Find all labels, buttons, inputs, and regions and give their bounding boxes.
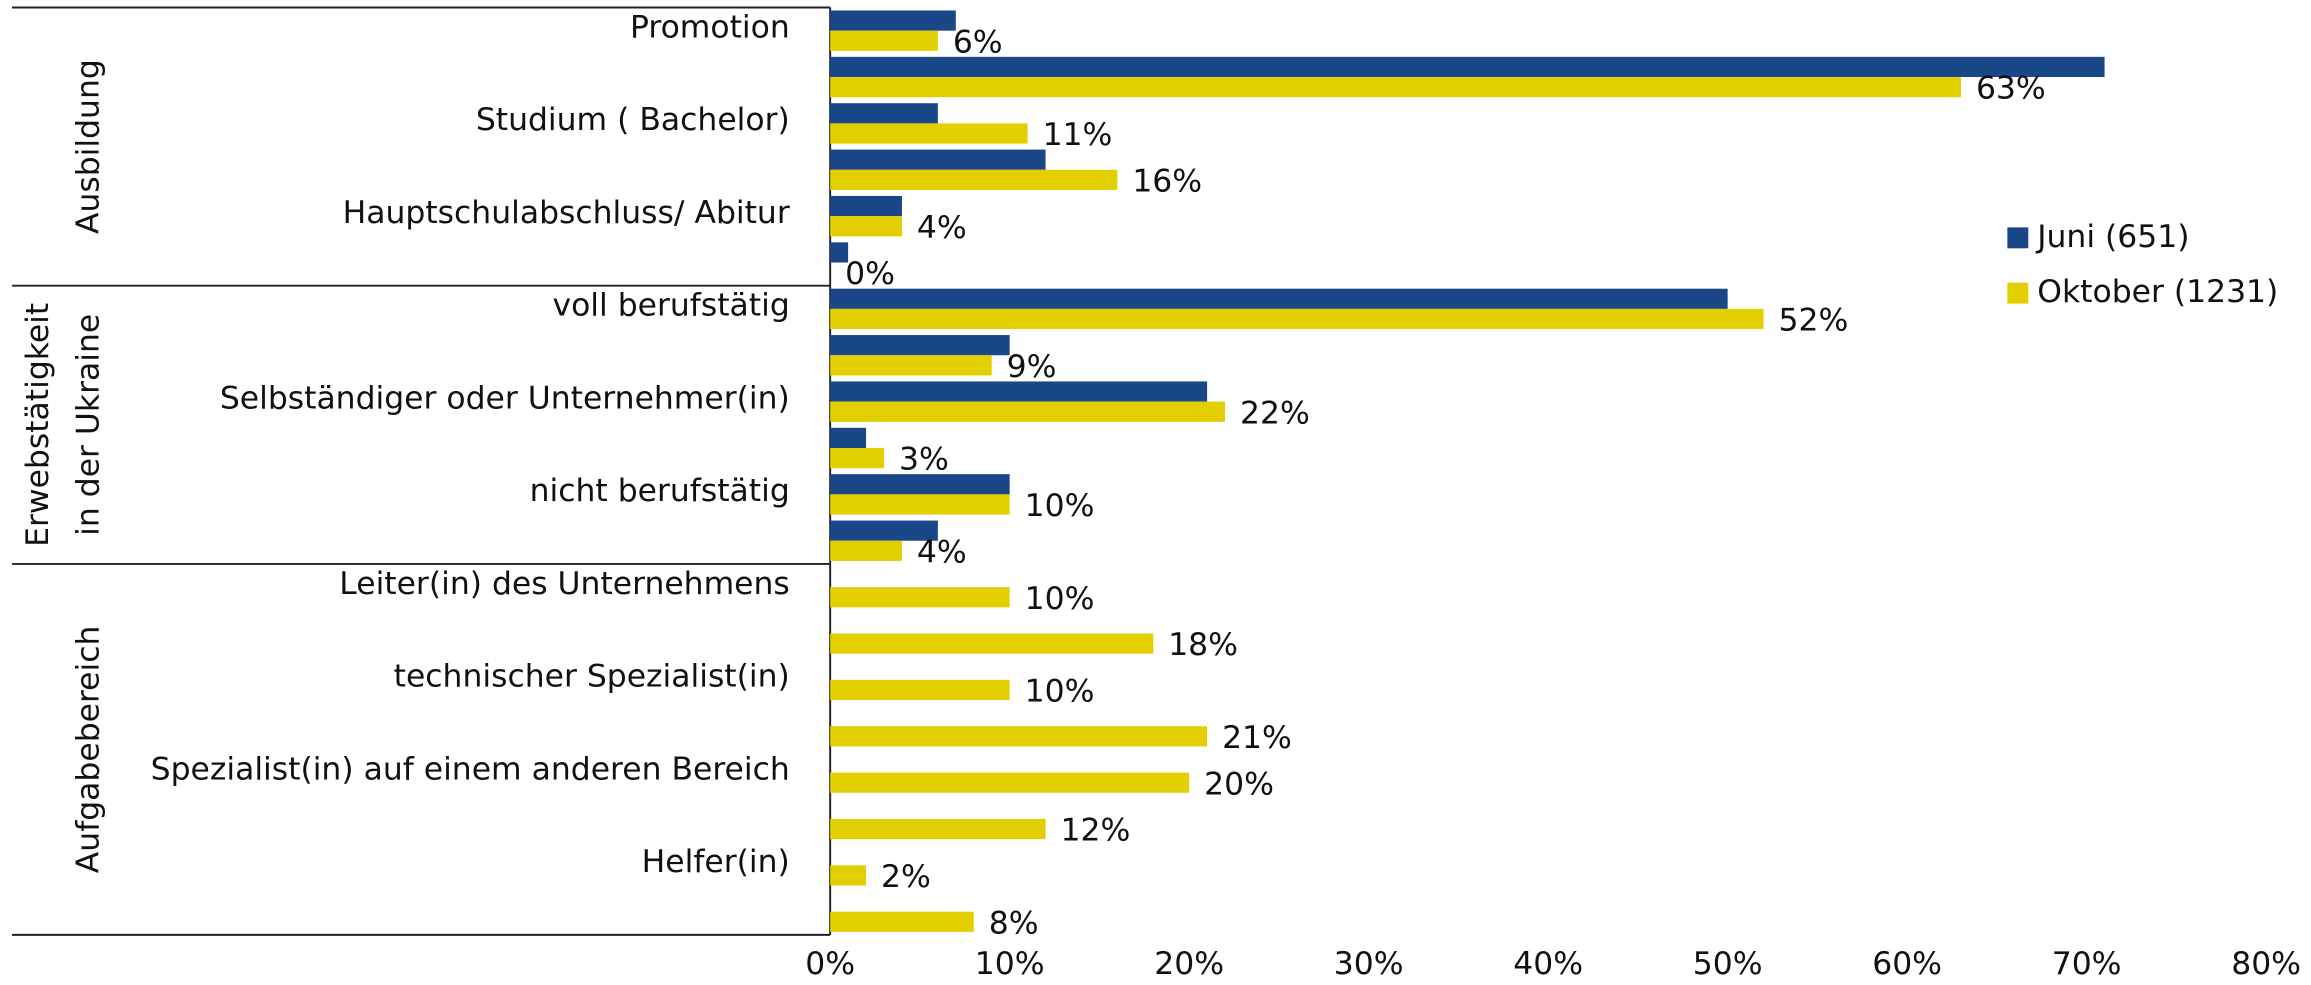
- x-tick-label: 70%: [2052, 946, 2122, 982]
- bar: [830, 520, 938, 541]
- group-label: Erwebstätigkeit: [20, 303, 56, 547]
- value-label: 52%: [1778, 303, 1848, 339]
- bar: [830, 288, 1728, 309]
- bar: [830, 149, 1046, 170]
- value-label: 8%: [989, 905, 1039, 941]
- legend-swatch: [2007, 227, 2029, 249]
- category-label: nicht berufstätig: [530, 473, 790, 509]
- value-label: 12%: [1061, 813, 1131, 849]
- value-label: 22%: [1240, 395, 1310, 431]
- category-label: Promotion: [630, 9, 790, 45]
- value-label: 10%: [1025, 674, 1095, 710]
- x-tick-label: 60%: [1872, 946, 1942, 982]
- bar: [830, 216, 902, 237]
- value-label: 10%: [1025, 488, 1095, 524]
- bar: [830, 401, 1226, 422]
- bar: [830, 474, 1010, 495]
- legend-label: Juni (651): [2035, 219, 2189, 255]
- value-label: 6%: [953, 24, 1003, 60]
- group-label: in der Ukraine: [71, 314, 107, 536]
- x-tick-label: 10%: [975, 946, 1045, 982]
- category-label: Studium ( Bachelor): [476, 102, 790, 138]
- bar: [830, 123, 1028, 144]
- bar: [830, 381, 1208, 402]
- bar: [830, 540, 902, 561]
- bar: [830, 77, 1961, 98]
- bar: [830, 308, 1764, 330]
- x-tick-label: 40%: [1513, 946, 1583, 982]
- bar: [830, 30, 938, 51]
- x-tick-label: 30%: [1334, 946, 1404, 982]
- value-label: 3%: [899, 442, 949, 478]
- legend-label: Oktober (1231): [2037, 274, 2278, 310]
- group-label: Aufgabebereich: [71, 626, 107, 874]
- x-tick-label: 0%: [805, 946, 855, 982]
- value-label: 4%: [917, 210, 967, 246]
- value-label: 9%: [1007, 349, 1057, 385]
- value-label: 16%: [1132, 163, 1202, 199]
- value-label: 0%: [845, 256, 895, 292]
- value-label: 20%: [1204, 766, 1274, 802]
- value-label: 2%: [881, 859, 931, 895]
- x-tick-label: 20%: [1154, 946, 1224, 982]
- bar: [830, 818, 1046, 840]
- bar: [830, 633, 1154, 654]
- category-label: voll berufstätig: [553, 288, 790, 324]
- bar: [830, 494, 1010, 515]
- value-label: 21%: [1222, 720, 1292, 756]
- value-label: 10%: [1025, 581, 1095, 617]
- value-label: 4%: [917, 534, 967, 570]
- value-label: 11%: [1043, 117, 1113, 153]
- group-label: Ausbildung: [71, 59, 107, 234]
- bar: [830, 679, 1010, 701]
- category-label: Spezialist(in) auf einem anderen Bereich: [151, 751, 790, 787]
- bar: [830, 335, 1010, 356]
- bar: [830, 448, 885, 469]
- bar: [830, 10, 956, 31]
- bar: [830, 355, 992, 376]
- bar: [830, 56, 2105, 78]
- bar: [830, 103, 938, 124]
- bar: [830, 772, 1190, 793]
- bar: [830, 865, 867, 886]
- category-label: Hauptschulabschluss/ Abitur: [343, 195, 790, 231]
- category-label: Leiter(in) des Unternehmens: [339, 566, 789, 602]
- bar: [830, 242, 849, 263]
- category-label: Helfer(in): [642, 844, 790, 880]
- value-label: 63%: [1976, 71, 2046, 107]
- x-tick-label: 50%: [1693, 946, 1763, 982]
- bar: [830, 169, 1118, 190]
- bar: [830, 427, 867, 449]
- category-label: Selbständiger oder Unternehmer(in): [220, 380, 790, 416]
- bar: [830, 587, 1010, 608]
- legend-swatch: [2007, 282, 2029, 304]
- bar: [830, 726, 1208, 747]
- bar: [830, 195, 902, 217]
- value-label: 18%: [1168, 627, 1238, 663]
- category-label: technischer Spezialist(in): [394, 659, 790, 695]
- x-tick-label: 80%: [2231, 946, 2301, 982]
- bar: [830, 911, 974, 932]
